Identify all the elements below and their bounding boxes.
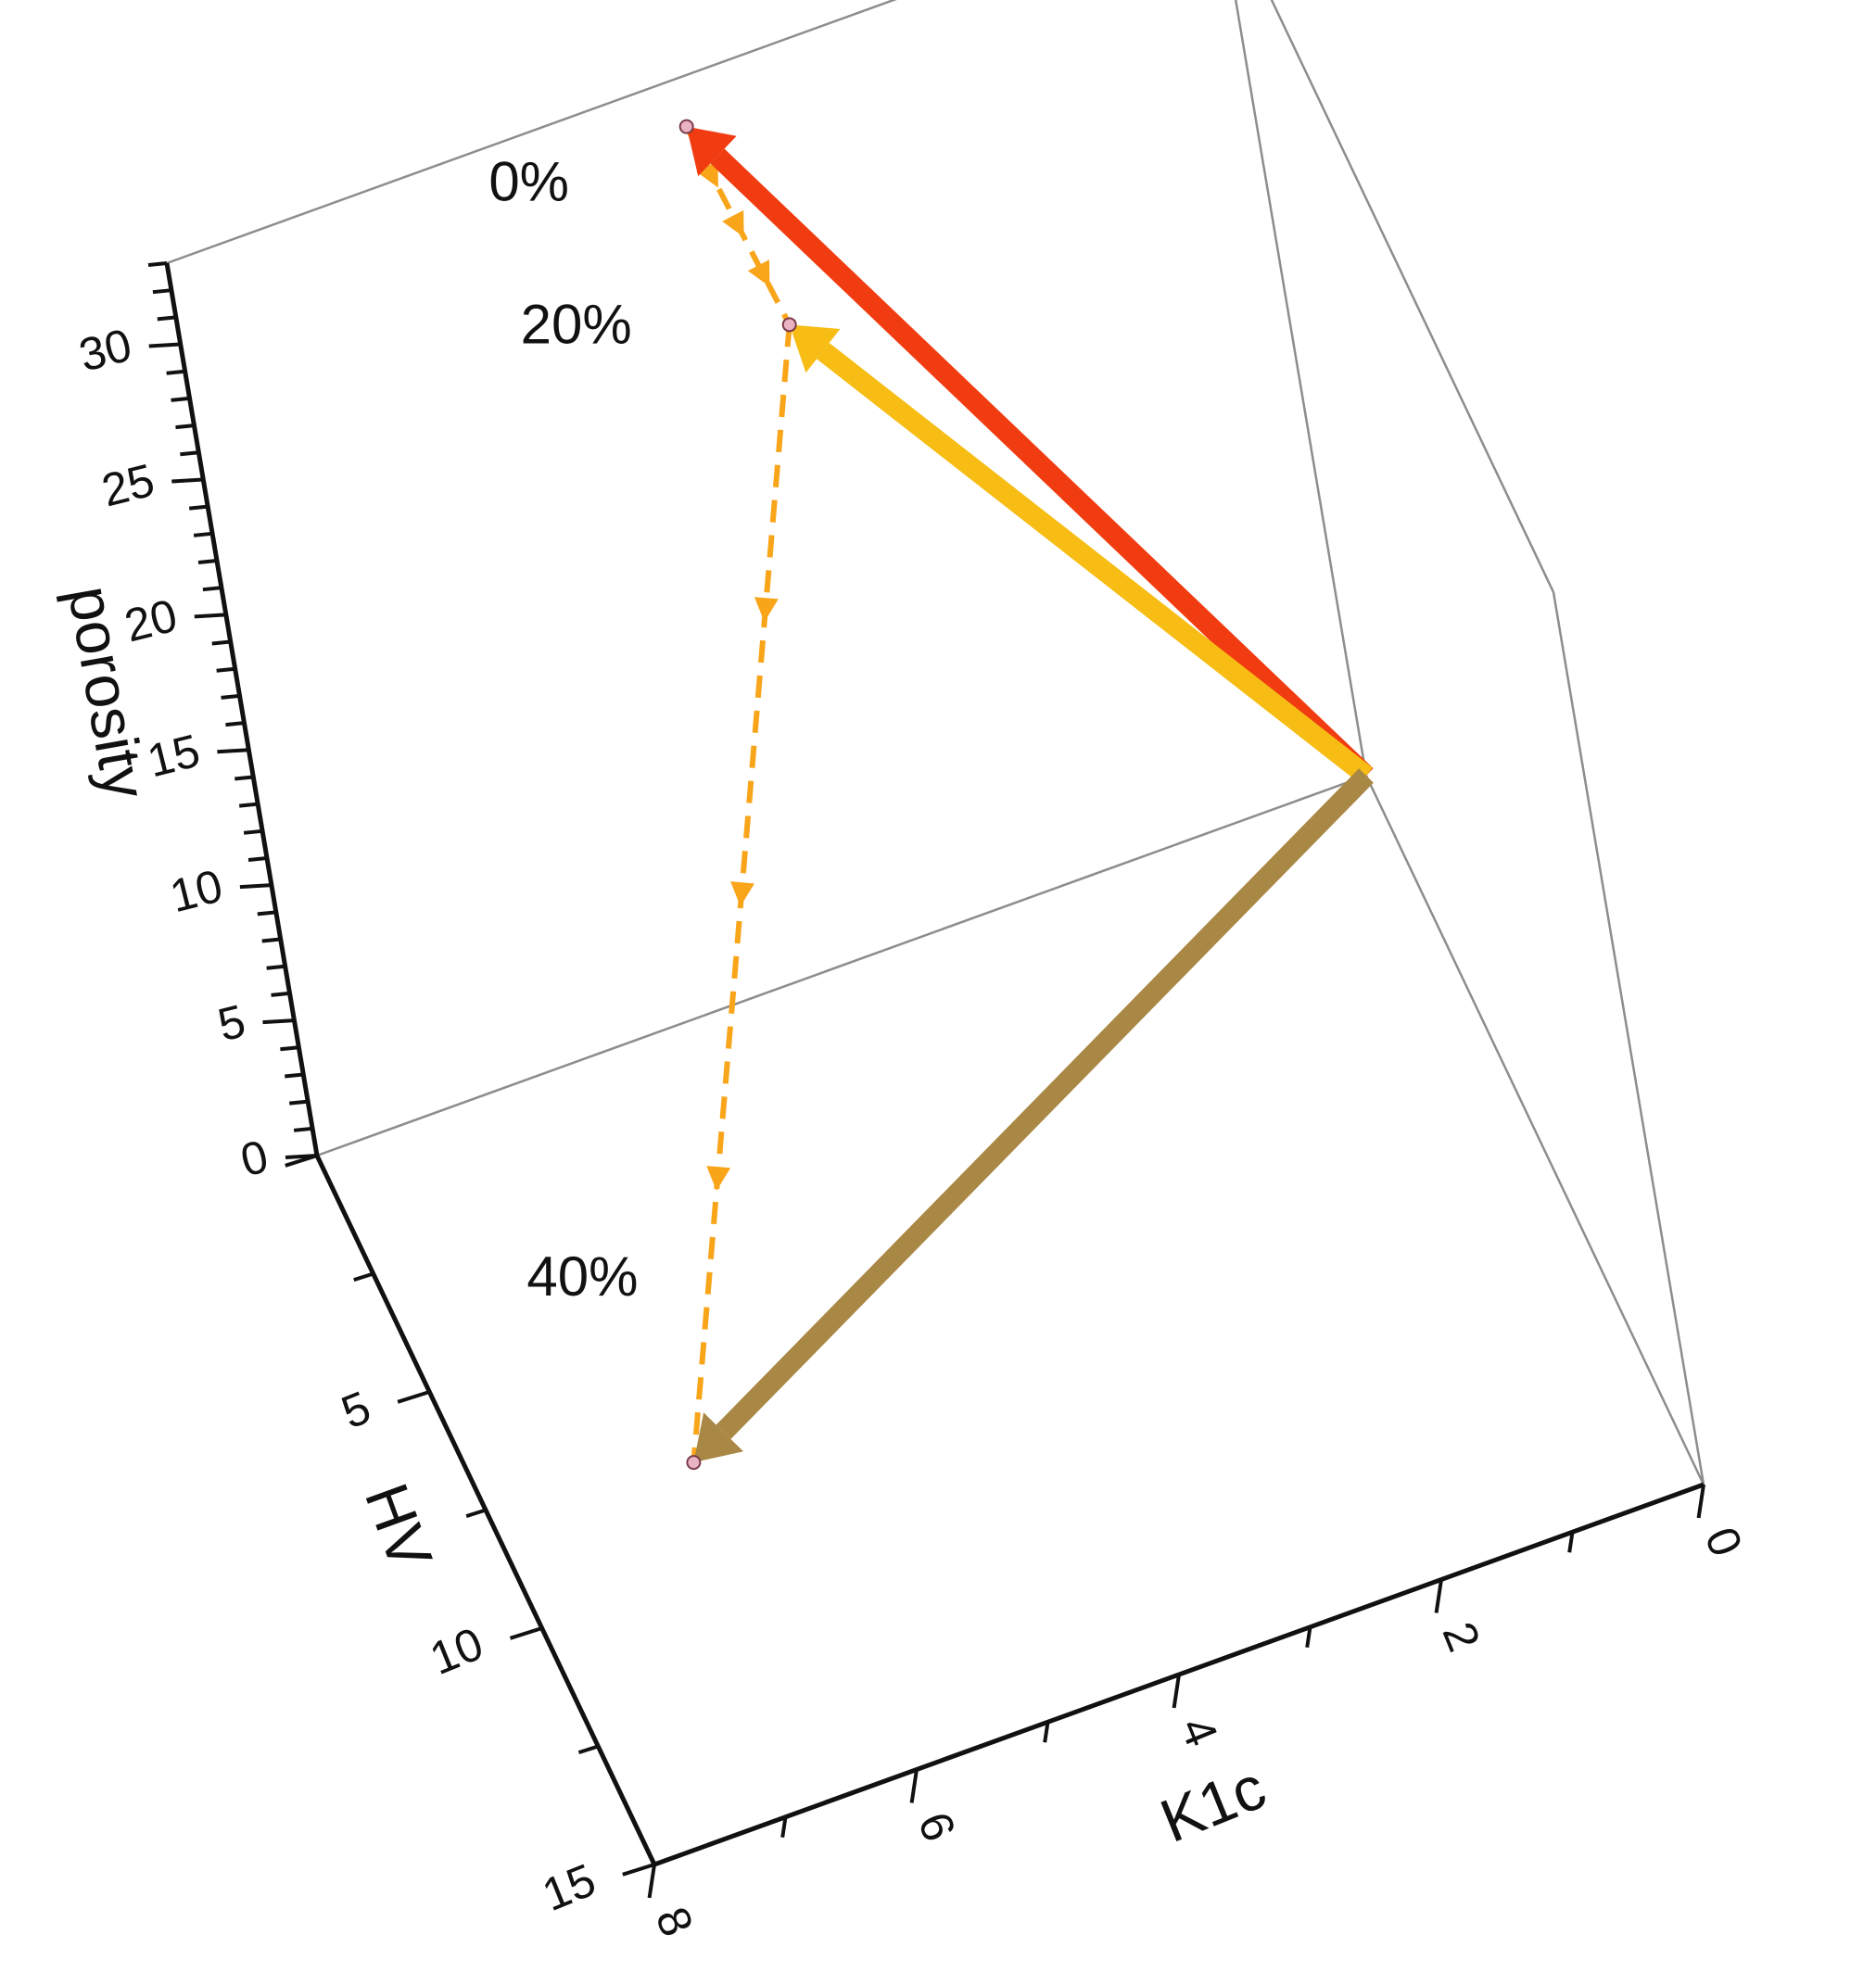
point-20pct [781, 317, 797, 333]
porosity-tick [197, 559, 218, 564]
box-edge-1 [1364, 775, 1705, 1485]
vector-20pct [817, 342, 1373, 784]
k1c-tick [1043, 1721, 1050, 1743]
hv-axis-title: HV [352, 1474, 446, 1577]
porosity-tick [180, 450, 199, 457]
porosity-tick [257, 910, 277, 916]
porosity-tick [293, 1126, 313, 1132]
k1c-tick [1172, 1674, 1181, 1709]
box-edge-0 [316, 774, 1367, 1157]
hv-tick [353, 1271, 374, 1283]
porosity-tick [285, 1072, 304, 1079]
porosity-tick [261, 937, 281, 943]
porosity-tick [171, 396, 190, 402]
porosity-tick [225, 721, 245, 727]
k1c-axis-title: K1c [1151, 1752, 1274, 1855]
box-edge-2 [1234, 0, 1368, 777]
hv-tick-label: 10 [423, 1617, 490, 1685]
porosity-axis-line [164, 262, 320, 1157]
porosity-tick-label: 20 [120, 589, 183, 652]
k1c-tick-label: 6 [908, 1805, 966, 1849]
point-40pct [686, 1455, 702, 1471]
porosity-tick [193, 531, 213, 537]
k1c-tick [647, 1864, 656, 1899]
porosity-tick [147, 261, 168, 267]
porosity-tick [166, 369, 185, 375]
porosity-tick [262, 1018, 295, 1025]
porosity-tick [148, 342, 181, 348]
porosity-tick [211, 639, 231, 646]
porosity-tick-label: 30 [74, 319, 137, 382]
hv-tick [577, 1744, 599, 1755]
k1c-tick-label: 4 [1171, 1710, 1228, 1753]
porosity-tick [188, 504, 209, 511]
porosity-tick [157, 315, 177, 322]
porosity-tick [238, 802, 259, 808]
point-0pct [678, 119, 694, 134]
porosity-tick [152, 288, 172, 295]
hv-tick-label: 5 [335, 1381, 378, 1438]
vector-40pct [716, 768, 1374, 1439]
vector-head-40pct [693, 1412, 744, 1463]
porosity-tick [216, 666, 235, 673]
porosity-tick [247, 856, 268, 862]
hv-tick [622, 1863, 655, 1877]
path-direction-marker [754, 597, 779, 623]
porosity-tick [217, 748, 249, 754]
porosity-tick [288, 1099, 309, 1106]
porosity-tick-label: 0 [235, 1130, 273, 1186]
path-direction-marker [722, 209, 744, 237]
k1c-tick [780, 1816, 788, 1839]
porosity-tick [271, 991, 290, 997]
porosity-tick-label: 10 [165, 860, 228, 923]
k1c-tick [1567, 1531, 1575, 1553]
porosity-tick [239, 883, 273, 890]
k1c-tick [909, 1769, 919, 1803]
vector-0pct [710, 148, 1374, 783]
hv-tick [509, 1626, 543, 1640]
vector-head-0pct [686, 126, 737, 177]
k1c-tick-label: 8 [646, 1900, 704, 1943]
hv-tick [465, 1508, 487, 1519]
porosity-tick [194, 613, 226, 619]
porosity-tick [202, 586, 222, 592]
porosity-tick [171, 477, 204, 484]
bounding-box [166, 0, 1705, 1485]
k1c-tick [1305, 1626, 1312, 1649]
data-labels: 0% 20% 40% [488, 151, 638, 1308]
point-label-20pct: 20% [521, 293, 632, 355]
porosity-tick [234, 775, 254, 781]
data-marks [678, 119, 1374, 1471]
porosity-tick [175, 423, 195, 430]
hv-tick [285, 1154, 318, 1168]
hv-tick-label: 15 [536, 1853, 603, 1921]
box-edge-3 [166, 0, 897, 265]
porosity-tick-label: 5 [213, 994, 251, 1051]
path-direction-marker [730, 881, 754, 907]
vector-head-20pct [789, 324, 841, 373]
porosity-tick [243, 828, 263, 835]
path-direction-marker [747, 259, 770, 287]
box-edge-5 [1552, 591, 1705, 1485]
k1c-tick [1696, 1484, 1705, 1519]
path-direction-marker [706, 1166, 731, 1192]
point-label-0pct: 0% [488, 151, 569, 213]
porosity-tick [280, 1045, 299, 1052]
k1c-tick-label: 2 [1433, 1615, 1490, 1659]
porosity-tick-label: 15 [143, 725, 206, 788]
porosity-tick [266, 964, 285, 970]
path-direction-marker [696, 160, 718, 188]
hv-tick [397, 1390, 430, 1404]
porosity-tick-label: 25 [96, 454, 159, 517]
box-edge-4 [1270, 0, 1555, 593]
k1c-tick-label: 0 [1695, 1520, 1753, 1563]
porosity-tick [221, 693, 240, 700]
point-label-40pct: 40% [526, 1245, 638, 1308]
k1c-tick [1434, 1579, 1443, 1613]
